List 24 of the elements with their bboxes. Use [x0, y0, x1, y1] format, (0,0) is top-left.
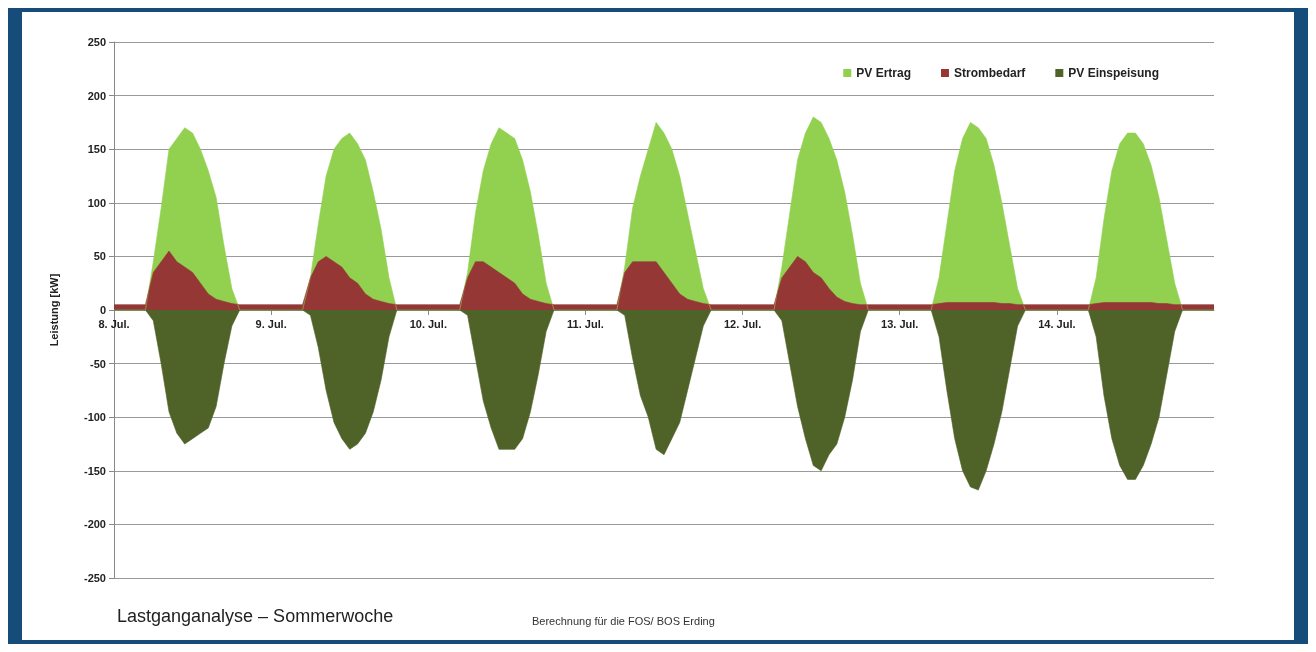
y-tick-label: 200 [87, 89, 106, 102]
x-tick-label: 10. Jul. [409, 317, 447, 330]
x-tick-label: 11. Jul. [567, 317, 604, 330]
x-tick-label: 14. Jul. [1038, 317, 1076, 330]
x-tick-label: 9. Jul. [255, 317, 287, 330]
text: Lastganganalyse – Sommerwoche [117, 606, 394, 626]
x-tick-label: 12. Jul. [723, 317, 762, 330]
y-tick-label: 150 [87, 143, 106, 156]
legend-label: PV Ertrag [856, 66, 911, 80]
text: Berechnung für die FOS/ BOS Erding [532, 614, 715, 627]
y-tick-label: 0 [99, 304, 106, 316]
y-tick-label: 50 [93, 250, 106, 263]
y-tick-label: -200 [83, 518, 106, 531]
y-tick-label: 250 [87, 36, 106, 48]
y-tick-label: -100 [83, 411, 106, 424]
legend-label: Strombedarf [953, 66, 1027, 80]
y-tick-label: 100 [87, 196, 106, 209]
y-tick-label: -250 [83, 572, 106, 584]
x-tick-label: 13. Jul. [881, 317, 919, 330]
x-tick-label: 8. Jul. [98, 317, 130, 330]
y-tick-label: -150 [83, 464, 106, 477]
y-tick-label: -50 [90, 357, 106, 370]
legend-label: PV Einspeisung [1068, 66, 1159, 80]
y-axis-title: Leistung [kW] [47, 273, 60, 347]
